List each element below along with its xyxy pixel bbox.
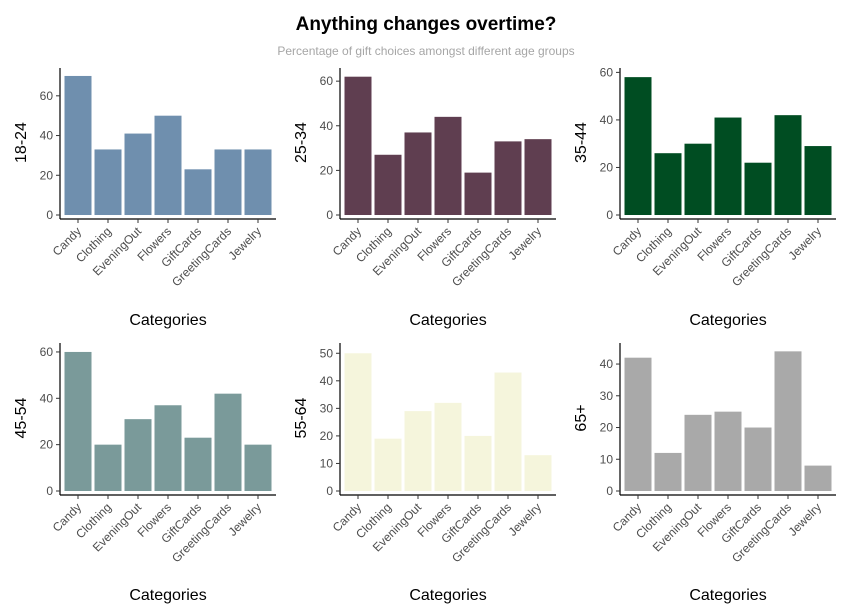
bar bbox=[624, 357, 652, 491]
y-tick-label: 20 bbox=[320, 429, 334, 443]
bar bbox=[464, 435, 492, 491]
bar bbox=[774, 115, 802, 215]
bar bbox=[774, 351, 802, 491]
bar bbox=[64, 75, 92, 216]
panel-25-34: 0204060CandyClothingEveningOutFlowersGif… bbox=[293, 68, 556, 329]
y-tick-label: 40 bbox=[40, 129, 54, 143]
y-axis-title: 35-44 bbox=[573, 122, 590, 163]
y-tick-label: 20 bbox=[320, 163, 334, 177]
chart-title: Anything changes overtime? bbox=[295, 14, 557, 35]
bar bbox=[184, 169, 212, 215]
x-axis-title: Categories bbox=[689, 312, 766, 329]
bar bbox=[244, 149, 272, 215]
bar bbox=[684, 414, 712, 491]
chart-subtitle: Percentage of gift choices amongst diffe… bbox=[277, 44, 575, 58]
panel-65plus: 010203040CandyClothingEveningOutFlowersG… bbox=[573, 343, 836, 604]
bar bbox=[154, 405, 182, 491]
x-tick-label: Jewelry bbox=[505, 224, 544, 263]
bar bbox=[244, 444, 272, 491]
bar bbox=[374, 154, 402, 215]
bar bbox=[344, 76, 372, 215]
panel-55-64: 01020304050CandyClothingEveningOutFlower… bbox=[293, 343, 556, 604]
bar bbox=[744, 162, 772, 215]
y-tick-label: 40 bbox=[600, 113, 614, 127]
y-tick-label: 60 bbox=[40, 345, 54, 359]
y-tick-label: 0 bbox=[46, 208, 53, 222]
x-tick-label: Jewelry bbox=[225, 224, 264, 263]
bar bbox=[494, 141, 522, 215]
y-axis-title: 65+ bbox=[573, 404, 590, 431]
bar bbox=[214, 149, 242, 215]
bar bbox=[434, 116, 462, 215]
bar bbox=[94, 149, 122, 215]
y-tick-label: 40 bbox=[40, 391, 54, 405]
bar bbox=[494, 372, 522, 491]
x-tick-label: Jewelry bbox=[505, 500, 544, 539]
y-axis-title: 55-64 bbox=[293, 397, 310, 438]
y-tick-label: 60 bbox=[40, 89, 54, 103]
y-tick-label: 60 bbox=[320, 74, 334, 88]
bar bbox=[714, 117, 742, 215]
y-tick-label: 10 bbox=[600, 452, 614, 466]
panel-18-24: 0204060CandyClothingEveningOutFlowersGif… bbox=[13, 68, 276, 329]
x-tick-label: Jewelry bbox=[785, 500, 824, 539]
bar bbox=[804, 146, 832, 215]
x-axis-title: Categories bbox=[129, 312, 206, 329]
bar bbox=[214, 393, 242, 491]
x-axis-title: Categories bbox=[689, 587, 766, 604]
y-tick-label: 20 bbox=[40, 168, 54, 182]
bar bbox=[714, 411, 742, 491]
bar bbox=[524, 139, 552, 215]
y-tick-label: 0 bbox=[326, 484, 333, 498]
y-tick-label: 30 bbox=[600, 389, 614, 403]
y-tick-label: 50 bbox=[320, 346, 334, 360]
bar bbox=[124, 133, 152, 215]
y-tick-label: 0 bbox=[46, 484, 53, 498]
y-tick-label: 0 bbox=[606, 208, 613, 222]
y-tick-label: 10 bbox=[320, 456, 334, 470]
y-tick-label: 0 bbox=[326, 208, 333, 222]
panel-35-44: 0204060CandyClothingEveningOutFlowersGif… bbox=[573, 65, 836, 329]
y-tick-label: 30 bbox=[320, 401, 334, 415]
bar bbox=[344, 353, 372, 491]
bar bbox=[744, 427, 772, 491]
bar bbox=[94, 444, 122, 491]
x-tick-label: Jewelry bbox=[785, 224, 824, 263]
y-tick-label: 20 bbox=[600, 421, 614, 435]
bar bbox=[404, 411, 432, 491]
bar bbox=[624, 77, 652, 215]
bar bbox=[184, 437, 212, 491]
y-tick-label: 40 bbox=[320, 374, 334, 388]
y-tick-label: 0 bbox=[606, 484, 613, 498]
y-tick-label: 60 bbox=[600, 65, 614, 79]
bar bbox=[684, 143, 712, 215]
bar bbox=[154, 115, 182, 215]
bar bbox=[804, 465, 832, 491]
panel-45-54: 0204060CandyClothingEveningOutFlowersGif… bbox=[13, 343, 276, 604]
y-tick-label: 40 bbox=[320, 119, 334, 133]
y-axis-title: 45-54 bbox=[13, 397, 30, 438]
x-tick-label: Jewelry bbox=[225, 500, 264, 539]
bar bbox=[64, 351, 92, 491]
y-tick-label: 40 bbox=[600, 357, 614, 371]
x-axis-title: Categories bbox=[409, 312, 486, 329]
bar bbox=[124, 419, 152, 491]
y-axis-title: 18-24 bbox=[13, 122, 30, 163]
x-axis-title: Categories bbox=[129, 587, 206, 604]
bar bbox=[464, 172, 492, 215]
bar bbox=[654, 153, 682, 215]
bar bbox=[434, 402, 462, 491]
bar bbox=[654, 452, 682, 491]
y-tick-label: 20 bbox=[40, 438, 54, 452]
bar bbox=[524, 455, 552, 491]
y-axis-title: 25-34 bbox=[293, 122, 310, 163]
x-axis-title: Categories bbox=[409, 587, 486, 604]
bar bbox=[374, 438, 402, 491]
y-tick-label: 20 bbox=[600, 160, 614, 174]
bar bbox=[404, 132, 432, 215]
